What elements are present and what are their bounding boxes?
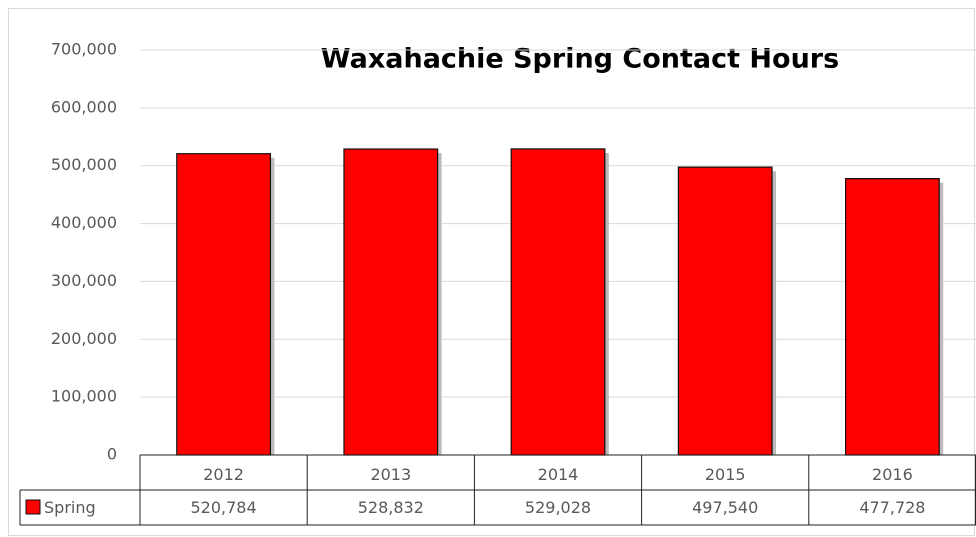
data-table-value: 528,832: [358, 498, 424, 517]
bar: [176, 153, 272, 456]
bar: [510, 148, 606, 456]
y-tick-label: 300,000: [51, 271, 117, 290]
y-tick-label: 500,000: [51, 155, 117, 174]
y-tick-label: 600,000: [51, 97, 117, 116]
data-table-value: 477,728: [859, 498, 925, 517]
legend-label: Spring: [44, 498, 96, 517]
data-table-value: 497,540: [692, 498, 758, 517]
x-tick-label: 2015: [705, 465, 746, 484]
y-tick-label: 100,000: [51, 387, 117, 406]
chart-border: [8, 8, 975, 536]
y-tick-label: 400,000: [51, 213, 117, 232]
legend-swatch: [25, 499, 41, 515]
bar: [343, 148, 439, 456]
y-tick-label: 700,000: [51, 40, 117, 59]
y-tick-label: 200,000: [51, 329, 117, 348]
bar: [844, 178, 940, 456]
chart-title: Waxahachie Spring Contact Hours: [321, 44, 839, 75]
y-tick-label: 0: [107, 445, 117, 464]
data-table-value: 520,784: [191, 498, 257, 517]
x-tick-label: 2012: [203, 465, 244, 484]
bar: [677, 166, 773, 456]
data-table-value: 529,028: [525, 498, 591, 517]
x-tick-label: 2013: [370, 465, 411, 484]
x-tick-label: 2014: [538, 465, 579, 484]
x-tick-label: 2016: [872, 465, 913, 484]
